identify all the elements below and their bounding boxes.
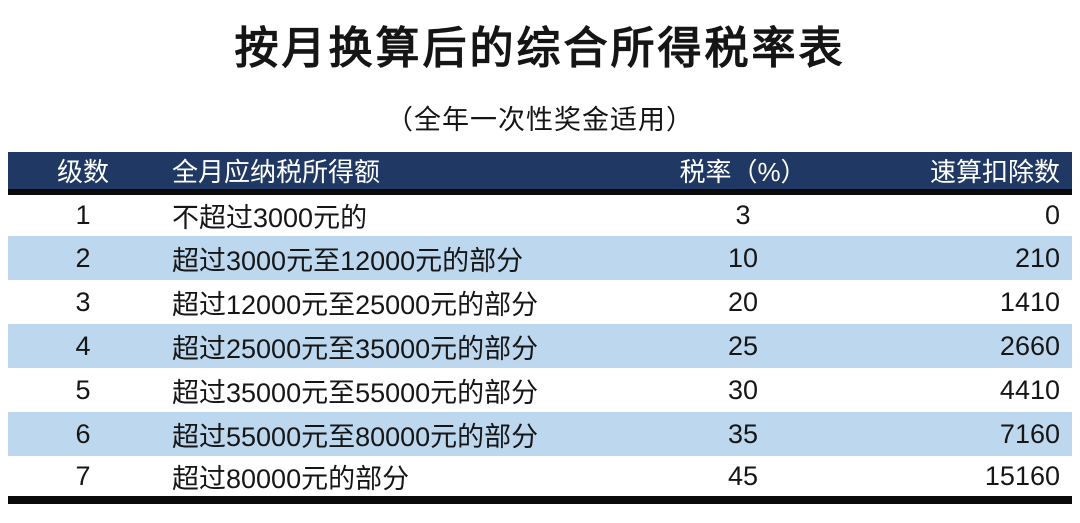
cell-rate: 3 [735, 200, 751, 230]
cell-rate: 10 [727, 242, 759, 273]
table-row: 3 超过12000元至25000元的部分 20 1410 [8, 280, 1072, 324]
column-header-income: 全月应纳税所得额 [158, 152, 628, 195]
cell-income: 超过12000元至25000元的部分 [172, 289, 539, 320]
tax-rate-table-container: 级数 全月应纳税所得额 税率（%） 速算扣除数 1 不超过3000元的 3 0 … [8, 152, 1072, 504]
cell-level: 3 [75, 286, 91, 317]
cell-deduction: 210 [1014, 242, 1060, 273]
cell-deduction: 4410 [999, 374, 1060, 405]
table-row: 4 超过25000元至35000元的部分 25 2660 [8, 324, 1072, 368]
cell-rate: 30 [727, 374, 759, 405]
table-row: 6 超过55000元至80000元的部分 35 7160 [8, 412, 1072, 456]
cell-level: 4 [75, 330, 91, 361]
column-header-level: 级数 [8, 152, 158, 195]
column-header-rate: 税率（%） [628, 152, 858, 195]
table-row: 1 不超过3000元的 3 0 [8, 192, 1072, 236]
cell-deduction: 7160 [999, 418, 1060, 449]
cell-level: 2 [75, 242, 91, 273]
page-title: 按月换算后的综合所得税率表 [234, 24, 846, 73]
cell-rate: 25 [727, 330, 759, 361]
cell-rate: 45 [727, 460, 759, 491]
page-subtitle: （全年一次性奖金适用） [386, 105, 694, 135]
cell-deduction: 15160 [984, 460, 1060, 491]
cell-rate: 20 [727, 286, 759, 317]
cell-income: 超过25000元至35000元的部分 [172, 333, 539, 364]
cell-deduction: 2660 [999, 330, 1060, 361]
cell-level: 7 [75, 460, 91, 491]
cell-deduction: 1410 [999, 286, 1060, 317]
cell-level: 5 [75, 374, 91, 405]
cell-rate: 35 [727, 418, 759, 449]
table-row: 5 超过35000元至55000元的部分 30 4410 [8, 368, 1072, 412]
table-row: 2 超过3000元至12000元的部分 10 210 [8, 236, 1072, 280]
cell-level: 6 [75, 418, 91, 449]
cell-income: 不超过3000元的 [172, 203, 368, 233]
cell-income: 超过80000元的部分 [172, 463, 410, 494]
tax-rate-table: 级数 全月应纳税所得额 税率（%） 速算扣除数 1 不超过3000元的 3 0 … [8, 152, 1072, 504]
cell-deduction: 0 [1044, 200, 1060, 230]
table-header-row: 级数 全月应纳税所得额 税率（%） 速算扣除数 [8, 152, 1072, 195]
cell-income: 超过35000元至55000元的部分 [172, 377, 539, 408]
cell-level: 1 [75, 200, 91, 230]
cell-income: 超过3000元至12000元的部分 [172, 245, 524, 276]
cell-income: 超过55000元至80000元的部分 [172, 421, 539, 452]
column-header-deduction: 速算扣除数 [858, 152, 1072, 195]
table-row: 7 超过80000元的部分 45 15160 [8, 456, 1072, 500]
